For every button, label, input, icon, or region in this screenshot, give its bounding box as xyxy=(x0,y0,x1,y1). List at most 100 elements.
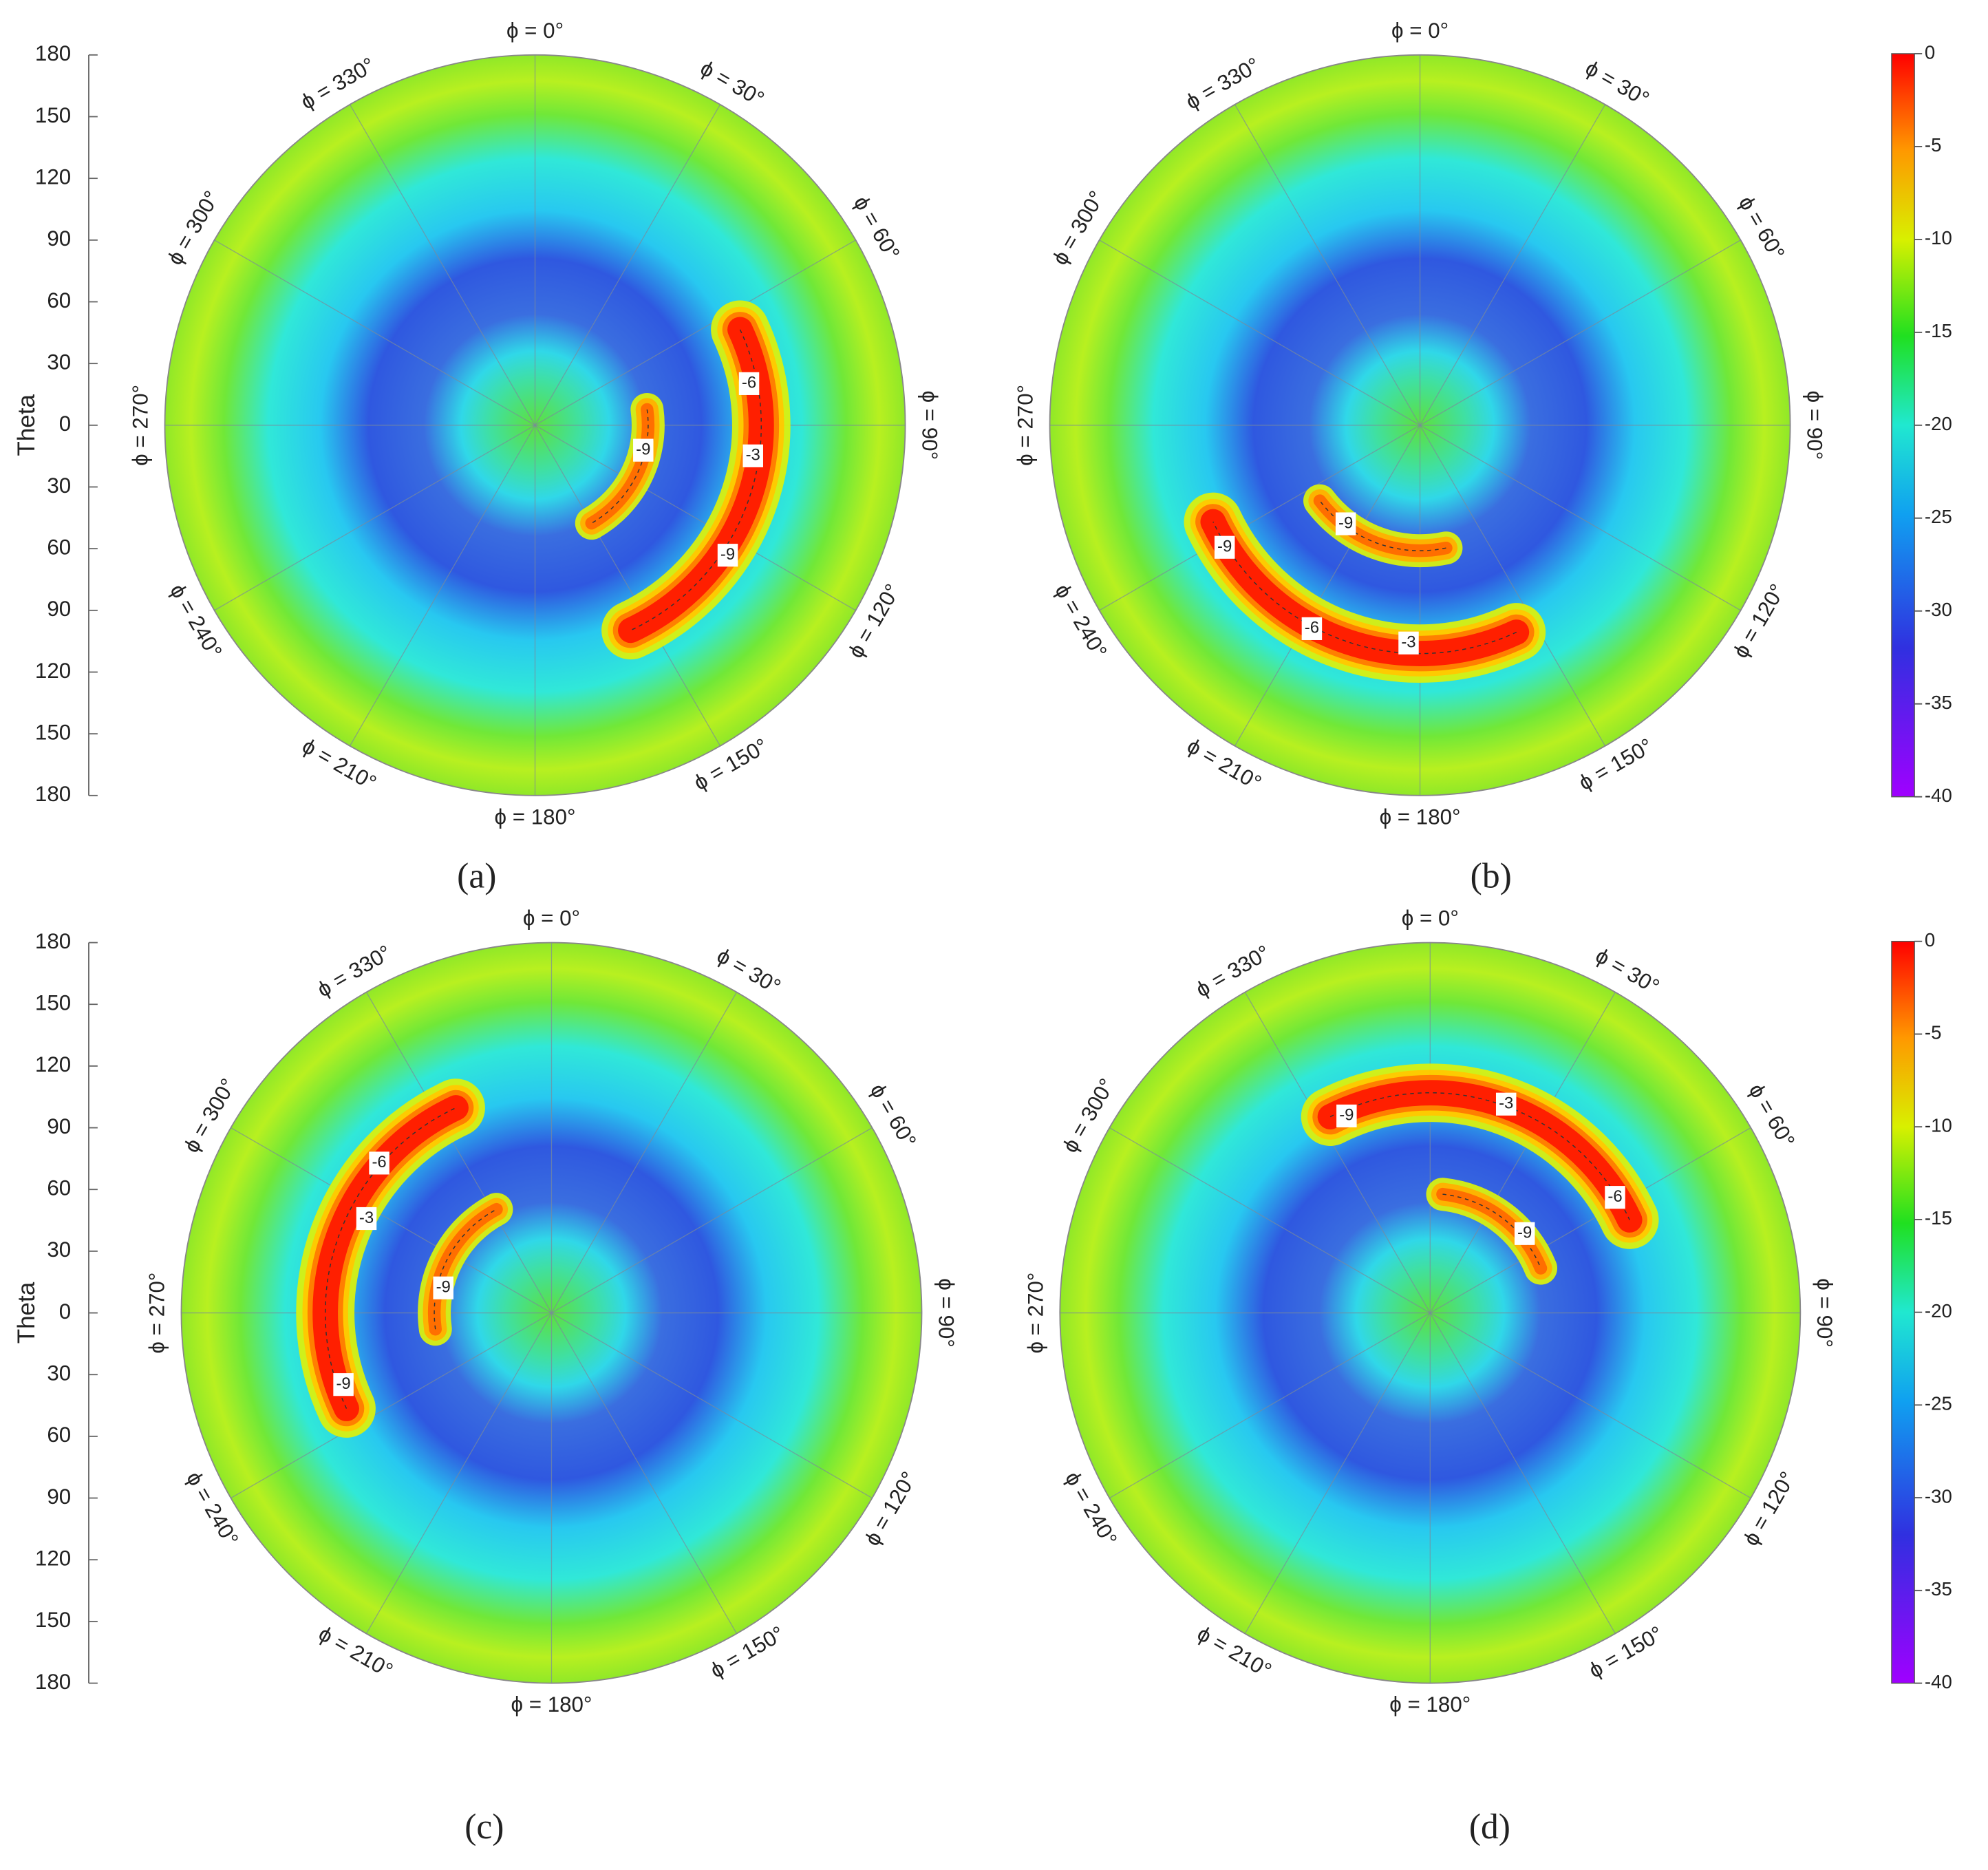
contour-label: -9 xyxy=(1338,513,1353,532)
phi-grid-line xyxy=(551,1312,873,1499)
contour-label: -6 xyxy=(1305,619,1319,637)
colorbar-tick-label: -35 xyxy=(1925,692,1952,713)
phi-grid-line xyxy=(1429,1313,1616,1634)
phi-tick-label: ϕ = 0° xyxy=(506,19,564,43)
contour-line xyxy=(630,329,762,631)
contour-label-box xyxy=(1336,1104,1357,1128)
contour-line xyxy=(591,409,649,524)
theta-axis-label: Theta xyxy=(13,394,40,456)
colorbar-tick-label: -20 xyxy=(1925,1300,1952,1321)
contour-line xyxy=(1442,1193,1541,1268)
contour-label: -9 xyxy=(1339,1106,1354,1125)
phi-grid-line xyxy=(1429,1127,1751,1314)
contour-label-box xyxy=(1335,512,1356,535)
contour-line xyxy=(1319,500,1446,551)
phi-tick-label: ϕ = 270° xyxy=(129,385,153,466)
contour-label: -3 xyxy=(359,1209,374,1227)
theta-tick-label: 180 xyxy=(35,929,71,953)
colorbar-tick-label: -40 xyxy=(1925,1671,1952,1692)
theta-axis-label: Theta xyxy=(13,1282,40,1343)
phi-grid-line xyxy=(1420,425,1606,747)
contour-label-box xyxy=(433,1276,453,1299)
panel-label: (d) xyxy=(1469,1807,1510,1847)
colorbar-tick-label: -15 xyxy=(1925,1207,1952,1229)
phi-grid-line xyxy=(535,240,856,426)
phi-grid-line xyxy=(1244,992,1431,1313)
theta-tick-label: 150 xyxy=(35,1608,71,1632)
phi-tick-label: ϕ = 180° xyxy=(495,805,576,829)
theta-tick-label: 120 xyxy=(35,164,71,189)
colorbar-tick-label: -30 xyxy=(1925,599,1952,620)
phi-grid-line xyxy=(1235,104,1421,426)
panel-label: (c) xyxy=(464,1807,504,1847)
theta-tick-label: 30 xyxy=(47,1237,71,1262)
contour-label-box xyxy=(356,1207,377,1231)
theta-tick-label: 0 xyxy=(59,412,71,436)
theta-tick-label: 0 xyxy=(59,1299,71,1324)
phi-grid-line xyxy=(1420,240,1741,426)
colorbar-tick-label: -10 xyxy=(1925,227,1952,248)
theta-tick-label: 60 xyxy=(47,1176,71,1200)
theta-tick-label: 180 xyxy=(35,41,71,65)
contour-label: -9 xyxy=(1517,1224,1532,1242)
panel: ϕ = 0°ϕ = 30°ϕ = 60°ϕ = 90°ϕ = 120°ϕ = 1… xyxy=(1023,906,1952,1847)
theta-tick-label: 120 xyxy=(35,659,71,683)
colorbar-tick-label: -5 xyxy=(1925,134,1942,156)
panel-label: (b) xyxy=(1471,856,1512,895)
contour-label-box xyxy=(333,1373,354,1396)
contour-label: -3 xyxy=(746,446,760,465)
colorbar-tick-label: -20 xyxy=(1925,413,1952,434)
phi-grid-line xyxy=(231,1127,552,1314)
theta-tick-label: 150 xyxy=(35,103,71,127)
contour-label-box xyxy=(738,372,760,395)
contour-label-box xyxy=(1214,535,1235,559)
phi-tick-label: ϕ = 0° xyxy=(523,906,580,931)
contour-label-box xyxy=(1301,617,1323,640)
contour-label-box xyxy=(1495,1092,1517,1116)
contour-label-box xyxy=(369,1151,389,1175)
theta-tick-label: 90 xyxy=(47,1485,71,1509)
contour-label: -3 xyxy=(1499,1094,1513,1113)
phi-tick-label: ϕ = 180° xyxy=(1389,1692,1471,1717)
theta-tick-label: 180 xyxy=(35,782,71,806)
theta-tick-label: 150 xyxy=(35,720,71,744)
phi-tick-label: ϕ = 270° xyxy=(1023,1273,1047,1354)
theta-tick-label: 90 xyxy=(47,226,71,251)
contour-label-box xyxy=(717,544,738,567)
phi-grid-line xyxy=(1109,1127,1431,1314)
phi-tick-label: ϕ = 180° xyxy=(1380,805,1461,829)
colorbar-tick-label: -35 xyxy=(1925,1578,1952,1600)
contour-label: -9 xyxy=(720,545,735,564)
theta-tick-label: 60 xyxy=(47,288,71,312)
colorbar-tick-label: -5 xyxy=(1925,1022,1942,1043)
phi-tick-label: ϕ = 0° xyxy=(1402,906,1459,931)
panel: ϕ = 0°ϕ = 30°ϕ = 60°ϕ = 90°ϕ = 120°ϕ = 1… xyxy=(1014,19,1952,895)
phi-grid-line xyxy=(1420,425,1741,611)
theta-tick-label: 150 xyxy=(35,991,71,1015)
colorbar-tick-label: -30 xyxy=(1925,1485,1952,1507)
theta-tick-label: 30 xyxy=(47,350,71,374)
panel-label: (a) xyxy=(457,856,496,895)
theta-tick-label: 120 xyxy=(35,1052,71,1076)
phi-grid-line xyxy=(231,1312,552,1499)
theta-tick-label: 180 xyxy=(35,1670,71,1694)
phi-tick-label: ϕ = 270° xyxy=(145,1273,169,1354)
panel: ϕ = 0°ϕ = 30°ϕ = 60°ϕ = 90°ϕ = 120°ϕ = 1… xyxy=(13,19,942,895)
phi-tick-label: ϕ = 180° xyxy=(511,1692,592,1717)
phi-grid-line xyxy=(1109,1312,1431,1499)
colorbar-tick-label: 0 xyxy=(1925,41,1935,63)
phi-grid-line xyxy=(551,1127,873,1314)
theta-tick-label: 30 xyxy=(47,474,71,498)
colorbar xyxy=(1891,940,1915,1684)
theta-tick-label: 90 xyxy=(47,1114,71,1138)
colorbar-tick-label: 0 xyxy=(1925,929,1935,950)
theta-tick-label: 90 xyxy=(47,597,71,621)
phi-grid-line xyxy=(1244,1313,1431,1634)
contour-label: -9 xyxy=(336,1374,350,1393)
phi-grid-line xyxy=(551,992,738,1313)
contour-label-box xyxy=(1605,1186,1625,1209)
phi-grid-line xyxy=(214,425,535,611)
phi-tick-label: ϕ = 90° xyxy=(1802,391,1826,460)
theta-tick-label: 60 xyxy=(47,535,71,559)
